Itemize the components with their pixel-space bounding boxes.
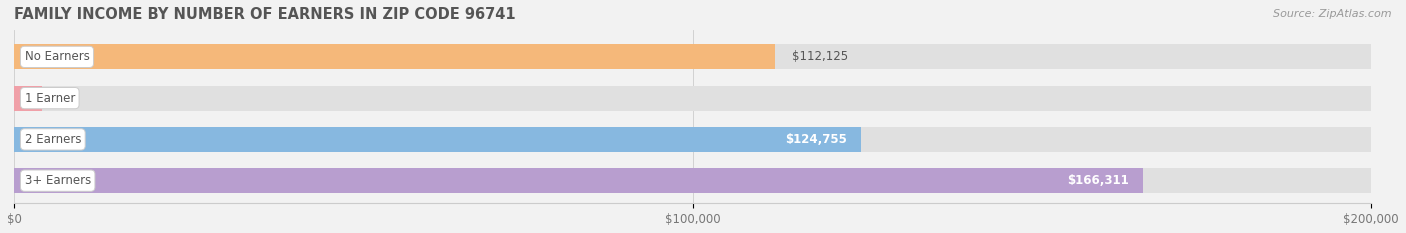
Bar	[14, 127, 860, 152]
Bar	[14, 45, 1371, 69]
Text: $166,311: $166,311	[1067, 174, 1129, 187]
Text: $0: $0	[55, 92, 70, 105]
Text: FAMILY INCOME BY NUMBER OF EARNERS IN ZIP CODE 96741: FAMILY INCOME BY NUMBER OF EARNERS IN ZI…	[14, 7, 516, 22]
Bar	[14, 127, 1371, 152]
Bar	[14, 168, 1143, 193]
Text: $124,755: $124,755	[786, 133, 848, 146]
Text: $112,125: $112,125	[792, 50, 848, 63]
Text: 3+ Earners: 3+ Earners	[24, 174, 91, 187]
Bar	[14, 168, 1371, 193]
Text: 2 Earners: 2 Earners	[24, 133, 82, 146]
Bar	[14, 86, 1371, 110]
Bar	[14, 86, 42, 110]
Text: 1 Earner: 1 Earner	[24, 92, 75, 105]
Text: Source: ZipAtlas.com: Source: ZipAtlas.com	[1274, 9, 1392, 19]
Bar	[14, 45, 775, 69]
Text: No Earners: No Earners	[24, 50, 90, 63]
